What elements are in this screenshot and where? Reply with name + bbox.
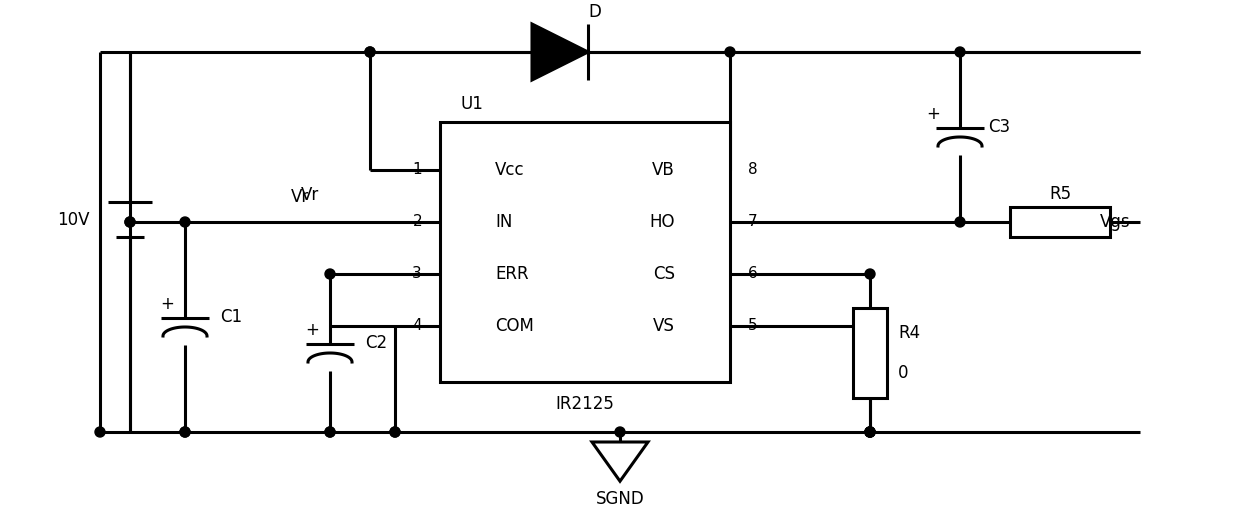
Circle shape [325,427,335,437]
Text: D: D [588,3,601,21]
Circle shape [866,427,875,437]
Circle shape [866,269,875,279]
Circle shape [866,427,875,437]
Text: HO: HO [650,213,675,231]
Circle shape [125,217,135,227]
Circle shape [365,47,374,57]
Text: 6: 6 [748,267,758,282]
Text: C2: C2 [365,334,387,352]
Circle shape [325,427,335,437]
Text: 2: 2 [413,215,422,229]
Circle shape [866,427,875,437]
Text: VB: VB [652,161,675,179]
Text: COM: COM [495,317,534,335]
Text: 1: 1 [413,162,422,178]
Text: 3: 3 [412,267,422,282]
Circle shape [391,427,401,437]
Text: +: + [305,321,319,339]
Text: C3: C3 [988,118,1011,136]
Text: +: + [160,295,174,313]
Polygon shape [532,24,588,80]
Text: Vr: Vr [301,186,319,204]
Circle shape [180,427,190,437]
Text: Vcc: Vcc [495,161,525,179]
Text: 7: 7 [748,215,758,229]
Text: 5: 5 [748,318,758,333]
Text: 10V: 10V [57,211,91,229]
Text: 0: 0 [898,364,909,382]
Circle shape [391,427,401,437]
Text: U1: U1 [460,95,482,113]
Text: CS: CS [653,265,675,283]
Circle shape [95,427,105,437]
Text: 8: 8 [748,162,758,178]
Circle shape [866,427,875,437]
Circle shape [955,47,965,57]
Text: R5: R5 [1049,185,1071,203]
Circle shape [325,269,335,279]
Circle shape [725,47,735,57]
Bar [1011,207,1110,237]
Circle shape [125,217,135,227]
Circle shape [180,427,190,437]
Polygon shape [591,442,649,481]
Text: IN: IN [495,213,512,231]
Circle shape [180,217,190,227]
Circle shape [365,47,374,57]
Text: IR2125: IR2125 [556,395,615,413]
Bar [853,308,887,398]
Text: ERR: ERR [495,265,528,283]
Bar [440,122,730,382]
Text: 4: 4 [413,318,422,333]
Circle shape [615,427,625,437]
Text: VS: VS [653,317,675,335]
Text: C1: C1 [219,308,242,326]
Text: Vr: Vr [291,188,309,206]
Text: SGND: SGND [595,490,645,508]
Text: Vgs: Vgs [1100,213,1130,231]
Text: +: + [926,105,940,123]
Text: R4: R4 [898,324,920,342]
Circle shape [955,217,965,227]
